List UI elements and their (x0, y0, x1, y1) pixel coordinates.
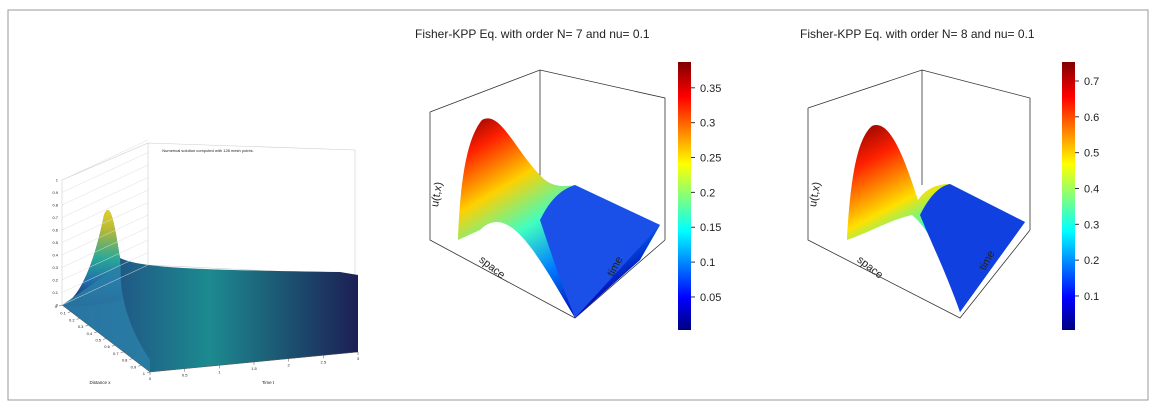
tick-mark (85, 324, 89, 327)
x-tick-label: 0.2 (69, 317, 75, 322)
z-axis-label: u(t,x) (429, 181, 445, 208)
frame (7, 9, 1149, 401)
grid-line (61, 239, 149, 281)
x-tick-label: 0.8 (122, 358, 128, 363)
grid-line (61, 189, 149, 231)
z-tick-label: 0.4 (52, 253, 58, 258)
colorbar-tick-label: 0.1 (1084, 291, 1099, 303)
tick-mark (76, 318, 80, 320)
colorbar-tick-label: 0.5 (1084, 148, 1099, 160)
grid-line (61, 139, 149, 181)
surface (62, 209, 358, 372)
z-tick-label: 0.1 (52, 290, 58, 295)
z-tick-label: 0.3 (52, 265, 58, 270)
grid-line (61, 252, 149, 293)
grid-line (61, 214, 149, 256)
colorbar-tick-label: 0.6 (1084, 112, 1099, 124)
colorbar-tick-label: 0.15 (700, 222, 721, 234)
grid-line (61, 227, 149, 268)
tick-mark (129, 358, 133, 360)
colorbar (1062, 62, 1075, 330)
x-tick-label: 0.9 (131, 364, 137, 369)
box-3 (807, 69, 1031, 319)
colorbar-tick-label: 0.05 (700, 292, 721, 304)
tick-mark (94, 331, 98, 334)
x-tick-label: 0 (55, 304, 58, 309)
x-tick-label: 0.6 (104, 344, 110, 349)
grid-line (61, 202, 149, 243)
axis-line (149, 351, 359, 373)
grid-line (61, 152, 149, 193)
grid-line (61, 177, 149, 218)
surface-shade (540, 185, 660, 318)
colorbar-tick-label: 0.1 (700, 257, 715, 269)
y-tick-label: 0 (149, 376, 152, 381)
colorbar-tick-label: 0.2 (700, 187, 715, 199)
x-tick-label: 0.1 (60, 311, 66, 316)
z-tick-label: 0.5 (52, 240, 58, 245)
colorbar-tick-label: 0.3 (1084, 219, 1099, 231)
z-tick-label: 0 (56, 303, 59, 308)
chart-title: Fisher-KPP Eq. with order N= 8 and nu= 0… (800, 27, 1035, 41)
tick-mark (67, 311, 71, 313)
colorbar (678, 62, 691, 330)
y-tick-label: 2 (288, 363, 291, 368)
grid-line (61, 264, 149, 306)
x-tick-label: 0.3 (78, 324, 84, 329)
tick-mark (111, 344, 115, 347)
colorbar-tick-label: 0.3 (700, 118, 715, 130)
z-tick-label: 1 (56, 178, 59, 183)
z-tick-label: 0.9 (52, 190, 58, 195)
chart-title: Fisher-KPP Eq. with order N= 7 and nu= 0… (415, 27, 650, 41)
y-tick-label: 3 (357, 356, 360, 361)
colorbar-tick-label: 0.35 (700, 83, 721, 95)
tick-mark (58, 304, 63, 307)
tick-mark (102, 338, 107, 340)
axis-line (61, 304, 151, 373)
y-tick-label: 2.5 (321, 359, 327, 364)
z-axis-label: u(t,x) (807, 181, 823, 208)
tick-mark (120, 351, 124, 354)
colorbar-tick-label: 0.2 (1084, 255, 1099, 267)
x-axis-label: Distance x (89, 380, 111, 385)
y-axis-label: Time t (262, 380, 275, 385)
z-tick-label: 0.2 (52, 278, 58, 283)
x-tick-label: 1 (143, 371, 146, 376)
y-tick-label: 1.5 (251, 366, 257, 371)
y-tick-label: 1 (218, 369, 221, 374)
tick-mark (146, 371, 151, 374)
box-2 (429, 69, 666, 319)
x-tick-label: 0.5 (95, 338, 101, 343)
chart-title: Numerical solution computed with 128 mes… (162, 148, 253, 153)
surface-front (62, 265, 150, 372)
colorbar-tick-label: 0.7 (1084, 76, 1099, 88)
y-tick-label: 0.5 (182, 373, 188, 378)
z-tick-label: 0.7 (52, 215, 58, 220)
grid-line (61, 164, 149, 206)
z-tick-label: 0.8 (52, 203, 58, 208)
x-axis-label: space (855, 254, 886, 282)
x-tick-label: 0.7 (113, 351, 119, 356)
surface-shade (920, 184, 1025, 312)
z-tick-label: 0.6 (52, 228, 58, 233)
x-tick-label: 0.4 (87, 331, 93, 336)
colorbar-tick-label: 0.25 (700, 153, 721, 165)
colorbar-tick-label: 0.4 (1084, 183, 1099, 195)
tick-mark (138, 365, 142, 367)
